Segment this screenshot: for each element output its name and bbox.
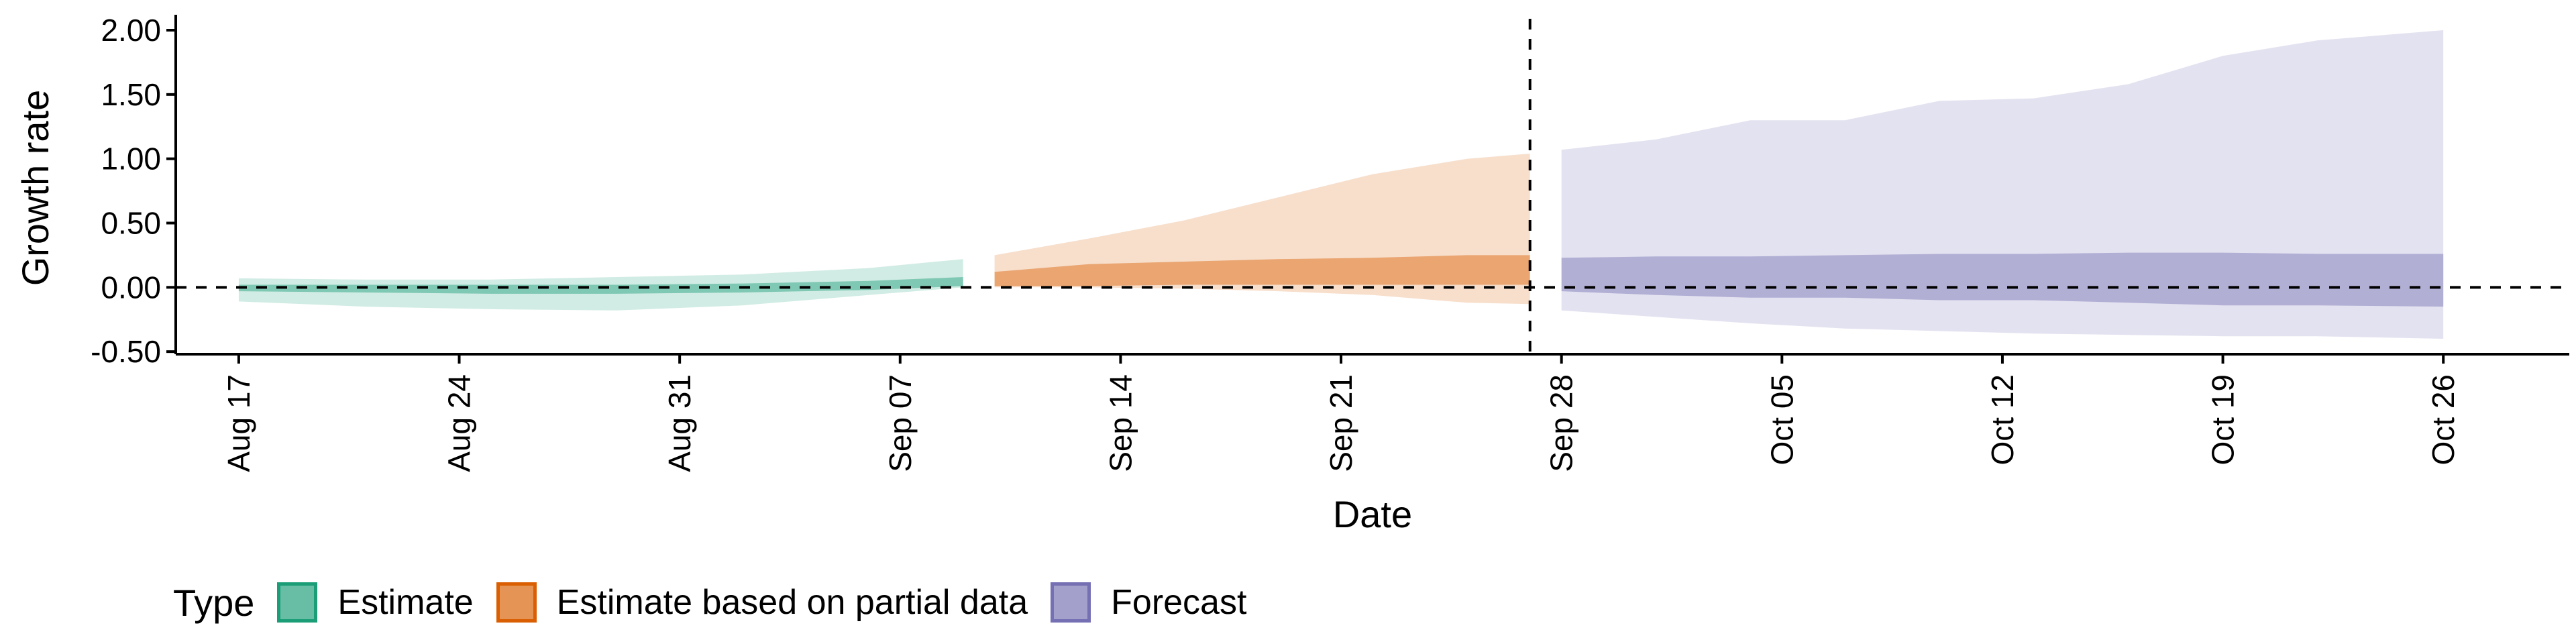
growth-rate-chart: -0.50 0.00 0.50 1.00 1.50 2.00 Aug 17 Aug 24 Aug… <box>14 13 2569 535</box>
band-inner-forecast <box>1561 252 2444 307</box>
legend-label-forecast: Forecast <box>1111 583 1247 622</box>
y-tick-label: 1.00 <box>101 142 161 176</box>
x-tick-label: Sep 21 <box>1324 374 1358 472</box>
y-tick-label: 0.00 <box>101 270 161 305</box>
reference-lines <box>176 19 2569 354</box>
legend-label-partial: Estimate based on partial data <box>556 583 1028 622</box>
legend: Type Estimate Estimate based on partial … <box>173 576 1269 629</box>
legend-swatch-forecast <box>1051 582 1091 623</box>
x-tick-label: Aug 17 <box>221 374 256 472</box>
band-outer-forecast <box>1561 30 2444 339</box>
y-axis-title: Growth rate <box>14 90 56 286</box>
x-axis-title: Date <box>1333 493 1412 535</box>
y-tick-label: -0.50 <box>91 334 161 369</box>
band-layer <box>238 30 2444 339</box>
x-tick-label: Sep 14 <box>1103 374 1138 472</box>
x-tick-label: Aug 24 <box>442 374 477 472</box>
x-tick-label: Sep 07 <box>883 374 918 472</box>
y-tick-label: 2.00 <box>101 13 161 48</box>
x-tick-label: Oct 05 <box>1764 374 1799 466</box>
band-inner-estimate-based-on-partial-data <box>994 255 1530 286</box>
x-tick-label: Oct 26 <box>2426 374 2461 466</box>
band-outer-estimate <box>238 259 963 311</box>
band-outer-estimate-based-on-partial-data <box>994 154 1530 305</box>
legend-title: Type <box>173 581 255 624</box>
legend-swatch-partial <box>496 582 537 623</box>
legend-item-estimate: Estimate <box>277 582 474 623</box>
axes <box>174 15 2569 356</box>
legend-label-estimate: Estimate <box>337 583 474 622</box>
x-tick-label: Oct 19 <box>2206 374 2241 466</box>
x-tick-label: Oct 12 <box>1985 374 2020 466</box>
legend-swatch-estimate <box>277 582 318 623</box>
band-inner-estimate <box>238 277 963 294</box>
legend-item-partial: Estimate based on partial data <box>496 582 1028 623</box>
x-tick-label: Aug 31 <box>662 374 697 472</box>
y-tick-label: 1.50 <box>101 77 161 112</box>
legend-item-forecast: Forecast <box>1051 582 1246 623</box>
tick-layer: -0.50 0.00 0.50 1.00 1.50 2.00 Aug 17 Aug 24 Aug… <box>91 13 2461 472</box>
y-tick-label: 0.50 <box>101 206 161 241</box>
x-tick-label: Sep 28 <box>1544 374 1579 472</box>
